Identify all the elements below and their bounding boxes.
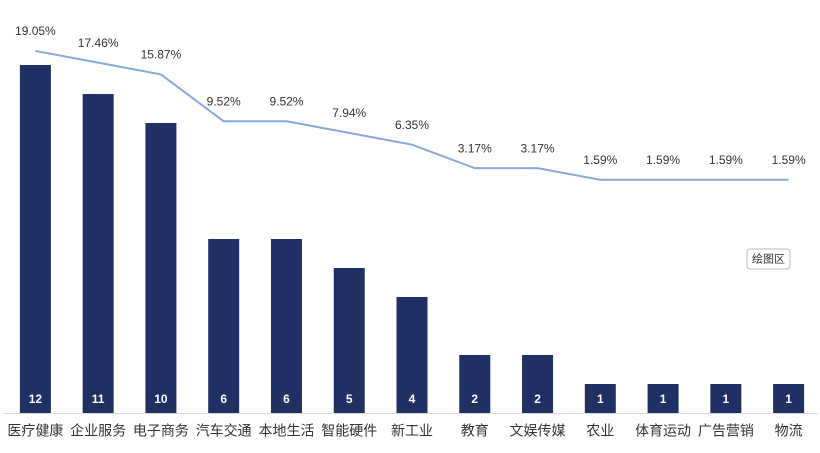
x-tick-label: 本地生活 <box>258 423 314 439</box>
bar <box>710 384 742 413</box>
x-tick-label: 教育 <box>461 423 489 439</box>
bar-value-label: 2 <box>534 392 541 406</box>
line-value-label: 6.35% <box>395 118 429 132</box>
bar-value-label: 12 <box>29 392 43 406</box>
bar <box>459 355 491 413</box>
bar-value-label: 1 <box>597 392 604 406</box>
x-tick-label: 企业服务 <box>70 423 126 439</box>
x-tick-label: 医疗健康 <box>7 423 63 439</box>
line-value-label: 9.52% <box>269 94 303 108</box>
line-value-label: 1.59% <box>583 153 617 167</box>
tooltip-box <box>746 248 791 270</box>
x-tick-label: 文娱传媒 <box>510 423 566 439</box>
bar <box>773 384 805 413</box>
line-value-label: 19.05% <box>15 24 56 38</box>
bar <box>145 123 177 413</box>
line <box>35 49 789 181</box>
line-value-label: 1.59% <box>772 153 806 167</box>
bar-value-label: 6 <box>220 392 227 406</box>
line-value-label: 7.94% <box>332 106 366 120</box>
x-tick-label: 农业 <box>586 423 614 439</box>
line-value-label: 17.46% <box>78 36 119 50</box>
bar-value-label: 1 <box>660 392 667 406</box>
bar-value-label: 11 <box>92 392 105 406</box>
bar-value-label: 2 <box>471 392 478 406</box>
bar <box>82 94 114 413</box>
bar <box>19 65 51 413</box>
line-value-label: 9.52% <box>207 94 241 108</box>
bar <box>647 384 679 413</box>
bar-value-label: 10 <box>154 392 168 406</box>
bar <box>584 384 616 413</box>
x-tick-label: 广告营销 <box>698 423 754 439</box>
tooltip: 绘图区 <box>746 248 791 270</box>
x-tick-label: 体育运动 <box>635 423 691 439</box>
line-value-label: 3.17% <box>458 141 492 155</box>
bar <box>396 297 428 413</box>
x-tick-label: 新工业 <box>391 423 433 439</box>
line-value-label: 1.59% <box>709 153 743 167</box>
tooltip-text: 绘图区 <box>752 251 785 265</box>
bar-value-label: 5 <box>346 392 353 406</box>
bar <box>522 355 554 413</box>
x-tick-label: 汽车交通 <box>196 423 252 439</box>
bar-value-label: 1 <box>723 392 730 406</box>
x-tick-label: 智能硬件 <box>321 423 377 439</box>
bar-value-label: 4 <box>409 392 416 406</box>
bar-value-label: 1 <box>785 392 792 406</box>
bar <box>208 239 240 413</box>
line-value-label: 1.59% <box>646 153 680 167</box>
x-tick-label: 物流 <box>775 423 803 439</box>
line-value-label: 3.17% <box>521 141 555 155</box>
bar <box>333 268 365 413</box>
line-value-label: 15.87% <box>141 48 182 62</box>
bar-value-label: 6 <box>283 392 290 406</box>
x-tick-label: 电子商务 <box>133 423 189 439</box>
bar <box>270 239 302 413</box>
